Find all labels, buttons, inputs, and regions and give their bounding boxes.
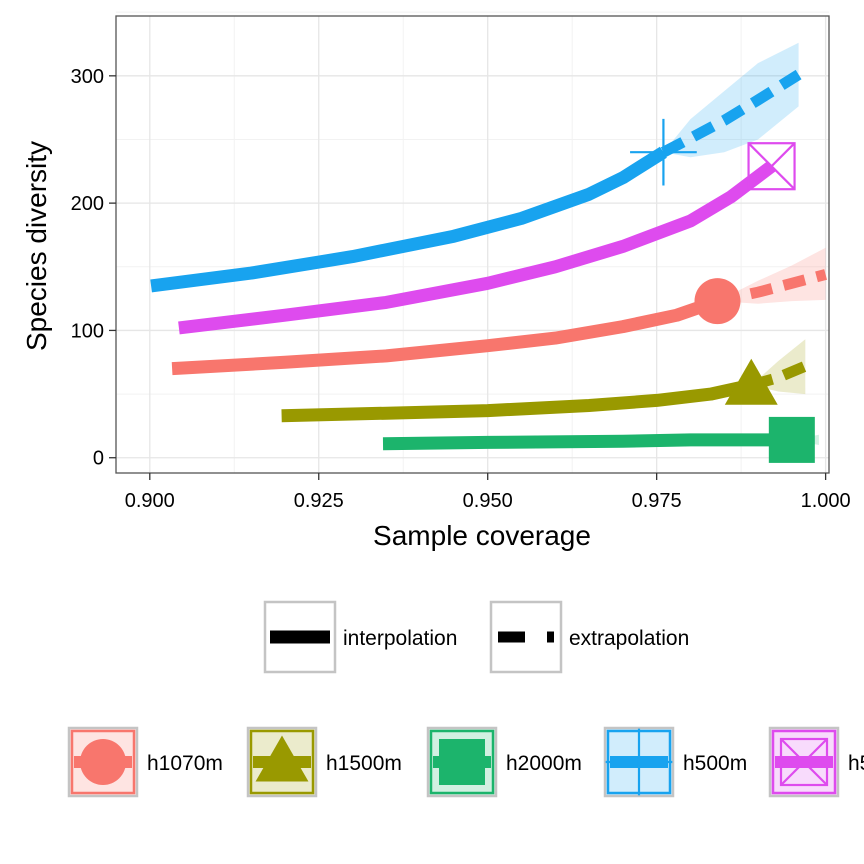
x-tick-label: 0.900 <box>125 490 175 512</box>
circle-marker <box>694 278 741 325</box>
legend-method-label: extrapolation <box>569 627 689 650</box>
legend-key-marker <box>80 739 126 785</box>
legend-series-label: h2000m <box>506 752 582 775</box>
h500m-extrapolation-line <box>660 69 802 158</box>
legend-series-label: h1070m <box>147 752 223 775</box>
h1500m-observed-marker <box>724 358 778 405</box>
legend-key-border <box>429 729 495 795</box>
circle-marker <box>80 739 126 785</box>
x-tick-label: 0.975 <box>632 490 682 512</box>
legend-key-border <box>249 729 315 795</box>
boxcross-marker-box <box>779 737 829 787</box>
square-marker <box>439 739 485 785</box>
legend-item-h1070m: h1070m <box>67 726 223 798</box>
legend-method-interpolation: interpolation <box>263 600 457 674</box>
y-tick-label: 200 <box>71 193 104 215</box>
h500m-confidence-band <box>663 42 799 158</box>
h5-interpolation-line <box>178 161 776 335</box>
legend-key-border <box>771 729 837 795</box>
y-tick-label: 100 <box>71 320 104 342</box>
legend-key-marker <box>779 737 829 787</box>
boxcross-marker-diag <box>747 142 796 190</box>
x-tick-label: 0.950 <box>463 490 513 512</box>
legend-key-marker <box>439 739 485 785</box>
h1500m-interpolation-line <box>281 378 753 423</box>
axes: 0.900 0.925 0.950 0.975 1.000 0 100 200 300 <box>71 66 851 512</box>
h5-observed-marker <box>747 142 796 191</box>
legend-key-marker <box>255 735 309 782</box>
h500m-interpolation-line <box>150 146 667 293</box>
y-axis-label: Species diversity <box>21 141 52 351</box>
h1070m-interpolation-line <box>171 294 720 376</box>
triangle-marker <box>724 358 778 405</box>
h2000m-interpolation-line <box>382 433 792 451</box>
y-tick-label: 300 <box>71 66 104 88</box>
grid <box>116 11 829 473</box>
triangle-marker <box>255 735 309 782</box>
y-tick-label: 0 <box>93 448 104 470</box>
legend-series-label: h500m <box>683 752 747 775</box>
legend-item-h2000m: h2000m <box>426 726 582 798</box>
h500m-observed-marker <box>630 118 697 186</box>
x-tick-label: 1.000 <box>801 490 851 512</box>
x-tick-label: 0.925 <box>294 490 344 512</box>
h1070m-confidence-band <box>717 247 826 304</box>
legend-item-h500m: h500m <box>603 726 747 798</box>
h1070m-observed-marker <box>694 278 741 325</box>
square-marker <box>768 416 815 463</box>
legend-key-border <box>70 729 136 795</box>
boxcross-marker-diag <box>780 738 828 786</box>
legend-series-label: h1500m <box>326 752 402 775</box>
x-axis-label: Sample coverage <box>373 520 591 551</box>
panel-border <box>115 15 830 474</box>
series-legend: h1070m h1500m h2000m h500m h5 <box>67 726 864 798</box>
h2000m-observed-marker <box>768 416 815 463</box>
observed-markers <box>630 118 815 463</box>
legend-key-marker <box>605 728 673 796</box>
boxcross-marker-box <box>747 142 796 191</box>
legend-item-h1500m: h1500m <box>246 726 402 798</box>
legend-series-label: h5 <box>848 752 864 775</box>
legend-method-label: interpolation <box>343 627 457 650</box>
method-legend: interpolation extrapolation <box>263 600 689 674</box>
legend-item-h5: h5 <box>768 726 864 798</box>
legend-method-extrapolation: extrapolation <box>489 600 689 674</box>
